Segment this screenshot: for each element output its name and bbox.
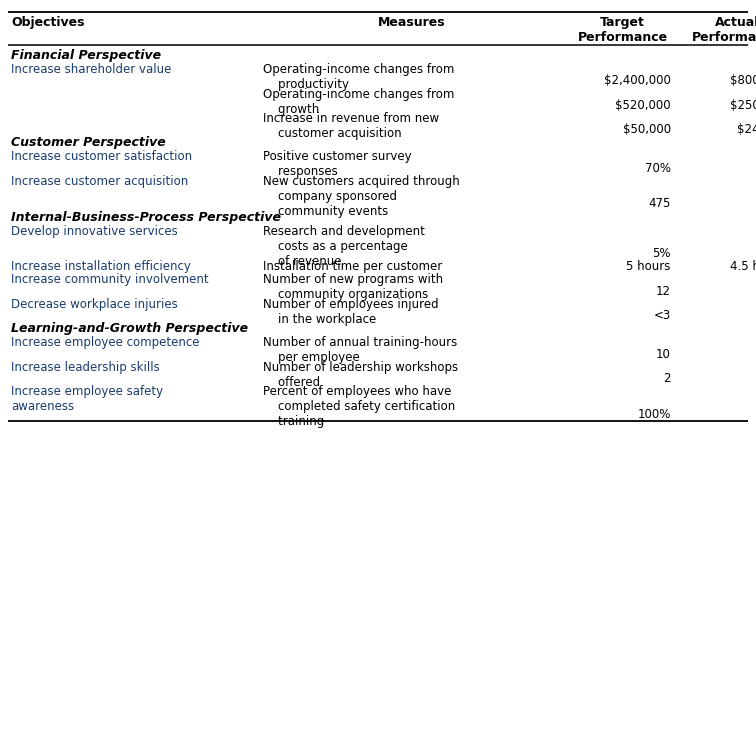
Text: 12: 12	[655, 285, 671, 298]
Text: 100%: 100%	[637, 407, 671, 421]
Text: Decrease workplace injuries: Decrease workplace injuries	[11, 298, 178, 311]
Text: Number of employees injured
    in the workplace: Number of employees injured in the workp…	[263, 298, 438, 326]
Text: Number of new programs with
    community organizations: Number of new programs with community or…	[263, 274, 443, 302]
Text: Objectives: Objectives	[11, 16, 85, 29]
Text: Increase shareholder value: Increase shareholder value	[11, 63, 172, 76]
Text: Actual
Performance: Actual Performance	[692, 16, 756, 44]
Text: Percent of employees who have
    completed safety certification
    training: Percent of employees who have completed …	[263, 385, 455, 429]
Text: Positive customer survey
    responses: Positive customer survey responses	[263, 150, 412, 178]
Text: 5%: 5%	[652, 247, 671, 260]
Text: Increase leadership skills: Increase leadership skills	[11, 361, 160, 374]
Text: Develop innovative services: Develop innovative services	[11, 225, 178, 238]
Text: Research and development
    costs as a percentage
    of revenue: Research and development costs as a perc…	[263, 225, 425, 268]
Text: $520,000: $520,000	[615, 98, 671, 112]
Text: New customers acquired through
    company sponsored
    community events: New customers acquired through company s…	[263, 175, 460, 218]
Text: Increase employee safety
awareness: Increase employee safety awareness	[11, 385, 163, 413]
Text: $250,000: $250,000	[730, 98, 756, 112]
Text: 10: 10	[655, 348, 671, 360]
Text: Measures: Measures	[377, 16, 445, 29]
Text: $24,000: $24,000	[737, 123, 756, 136]
Text: <3: <3	[653, 309, 671, 322]
Text: 4.5 hours: 4.5 hours	[730, 260, 756, 273]
Text: Number of annual training-hours
    per employee: Number of annual training-hours per empl…	[263, 336, 457, 364]
Text: 475: 475	[649, 197, 671, 210]
Text: 70%: 70%	[645, 161, 671, 175]
Text: Increase customer acquisition: Increase customer acquisition	[11, 175, 188, 188]
Text: Target
Performance: Target Performance	[578, 16, 668, 44]
Text: Increase in revenue from new
    customer acquisition: Increase in revenue from new customer ac…	[263, 112, 439, 140]
Text: $50,000: $50,000	[622, 123, 671, 136]
Text: Internal-Business-Process Perspective: Internal-Business-Process Perspective	[11, 211, 281, 224]
Text: $2,400,000: $2,400,000	[604, 74, 671, 87]
Text: Customer Perspective: Customer Perspective	[11, 137, 166, 150]
Text: Increase customer satisfaction: Increase customer satisfaction	[11, 150, 192, 164]
Text: Financial Perspective: Financial Perspective	[11, 49, 161, 62]
Text: Increase employee competence: Increase employee competence	[11, 336, 200, 349]
Text: Increase installation efficiency: Increase installation efficiency	[11, 260, 191, 273]
Text: Learning-and-Growth Perspective: Learning-and-Growth Perspective	[11, 322, 249, 335]
Text: Operating-income changes from
    growth: Operating-income changes from growth	[263, 87, 454, 115]
Text: $800,000: $800,000	[730, 74, 756, 87]
Text: Number of leadership workshops
    offered: Number of leadership workshops offered	[263, 361, 458, 389]
Text: Operating-income changes from
    productivity: Operating-income changes from productivi…	[263, 63, 454, 91]
Text: Installation time per customer: Installation time per customer	[263, 260, 442, 273]
Text: Increase community involvement: Increase community involvement	[11, 274, 209, 286]
Text: 2: 2	[663, 372, 671, 385]
Text: 5 hours: 5 hours	[626, 260, 671, 273]
